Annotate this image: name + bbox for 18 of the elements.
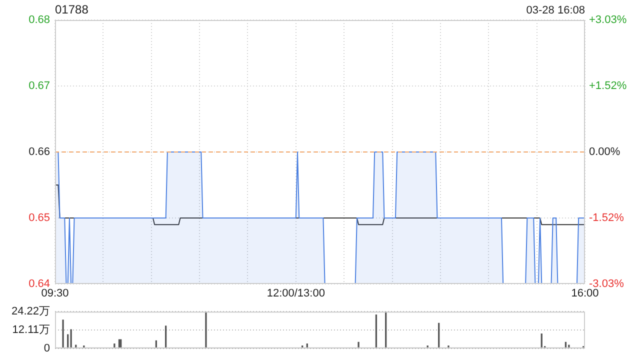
text: 03-28 16:08 bbox=[526, 4, 585, 17]
y-tick-label: 0.65 bbox=[28, 212, 50, 224]
x-tick-label: 16:00 bbox=[571, 288, 599, 300]
y2-tick-label: +3.03% bbox=[589, 14, 627, 26]
y2-tick-label: 0.00% bbox=[589, 146, 620, 158]
y-tick-label: 0.67 bbox=[28, 80, 50, 92]
y-tick-label: 0.68 bbox=[28, 14, 50, 26]
x-tick-label: 12:00/13:00 bbox=[266, 288, 325, 300]
x-tick-label: 09:30 bbox=[41, 288, 69, 300]
y-tick-label: 12.11万 bbox=[12, 324, 50, 336]
y-tick-label: 0.66 bbox=[28, 146, 50, 158]
y-tick-label: 24.22万 bbox=[11, 306, 50, 318]
y-tick-label: 0.64 bbox=[28, 278, 50, 290]
y2-tick-label: -1.52% bbox=[589, 212, 624, 224]
y2-tick-label: +1.52% bbox=[589, 80, 627, 92]
y2-tick-label: -3.03% bbox=[589, 278, 624, 290]
chart-title: 01788 bbox=[55, 2, 89, 16]
y-tick-label: 0 bbox=[44, 342, 50, 354]
